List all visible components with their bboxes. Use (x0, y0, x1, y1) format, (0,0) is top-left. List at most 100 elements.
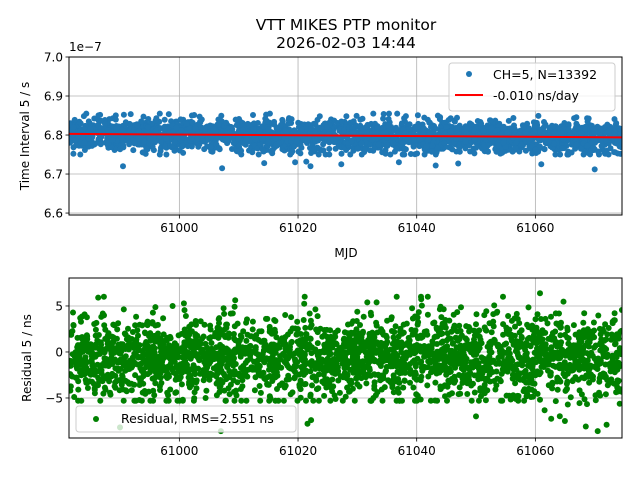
data-point (119, 134, 125, 140)
data-point (160, 341, 166, 347)
data-point (82, 371, 88, 377)
data-point (107, 390, 113, 396)
data-point (259, 328, 265, 334)
data-point (401, 152, 407, 158)
data-point (150, 398, 156, 404)
data-point (97, 398, 103, 404)
data-point (157, 111, 163, 117)
data-point (201, 377, 207, 383)
data-point (181, 300, 187, 306)
data-point (394, 339, 400, 345)
data-point (272, 398, 278, 404)
data-point (158, 139, 164, 145)
data-point (557, 413, 563, 419)
data-point (396, 380, 402, 386)
data-point (581, 152, 587, 158)
data-point (179, 381, 185, 387)
data-point (533, 147, 539, 153)
data-point (81, 140, 87, 146)
data-point (296, 341, 302, 347)
data-point (312, 306, 318, 312)
data-point (568, 394, 574, 400)
data-point (268, 148, 274, 154)
data-point (591, 145, 597, 151)
data-point (548, 416, 554, 422)
data-point (295, 398, 301, 404)
data-point (400, 140, 406, 146)
data-point (278, 122, 284, 128)
data-point (577, 400, 583, 406)
data-point (223, 120, 229, 126)
data-point (441, 306, 447, 312)
data-point (578, 146, 584, 152)
data-point (350, 386, 356, 392)
data-point (516, 320, 522, 326)
data-point (163, 152, 169, 158)
data-point (256, 152, 262, 158)
data-point (310, 398, 316, 404)
data-point (259, 146, 265, 152)
data-point (469, 398, 475, 404)
data-point (581, 310, 587, 316)
data-point (231, 331, 237, 337)
data-point (402, 146, 408, 152)
data-point (208, 144, 214, 150)
data-point (448, 129, 454, 135)
data-point (382, 384, 388, 390)
data-point (115, 348, 121, 354)
data-point (483, 397, 489, 403)
data-point (323, 385, 329, 391)
data-point (354, 326, 360, 332)
data-point (207, 323, 213, 329)
data-point (304, 138, 310, 144)
data-point (211, 350, 217, 356)
data-point (612, 341, 618, 347)
data-point (555, 321, 561, 327)
data-point (240, 127, 246, 133)
data-point (311, 146, 317, 152)
legend-label-fit-line: -0.010 ns/day (493, 88, 580, 103)
data-point (264, 382, 270, 388)
data-point (121, 112, 127, 118)
data-point (407, 352, 413, 358)
data-point (188, 376, 194, 382)
figure-title-line1: VTT MIKES PTP monitor (256, 16, 437, 34)
data-point (260, 136, 266, 142)
data-point (605, 352, 611, 358)
data-point (130, 147, 136, 153)
data-point (547, 125, 553, 131)
data-point (178, 116, 184, 122)
data-point (316, 398, 322, 404)
data-point (234, 122, 240, 128)
data-point (196, 357, 202, 363)
figure-title-line2: 2026-02-03 14:44 (276, 34, 416, 52)
outlier-point (308, 163, 314, 169)
data-point (337, 390, 343, 396)
data-point (282, 312, 288, 318)
data-point (197, 371, 203, 377)
data-point (457, 384, 463, 390)
data-point (137, 342, 143, 348)
data-point (69, 374, 75, 380)
data-point (390, 140, 396, 146)
outlier-point (455, 161, 461, 167)
x-tick-label: 61040 (398, 221, 436, 235)
data-point (258, 390, 264, 396)
data-point (393, 352, 399, 358)
data-point (365, 362, 371, 368)
data-point (322, 327, 328, 333)
data-point (102, 121, 108, 127)
data-point (315, 385, 321, 391)
data-point (243, 338, 249, 344)
data-point (485, 148, 491, 154)
top-x-axis-label: MJD (334, 246, 357, 260)
data-point (162, 117, 168, 123)
data-point (174, 125, 180, 131)
data-point (473, 145, 479, 151)
data-point (243, 398, 249, 404)
data-point (199, 117, 205, 123)
data-point (179, 370, 185, 376)
data-point (597, 393, 603, 399)
outlier-point (396, 159, 402, 165)
data-point (308, 318, 314, 324)
